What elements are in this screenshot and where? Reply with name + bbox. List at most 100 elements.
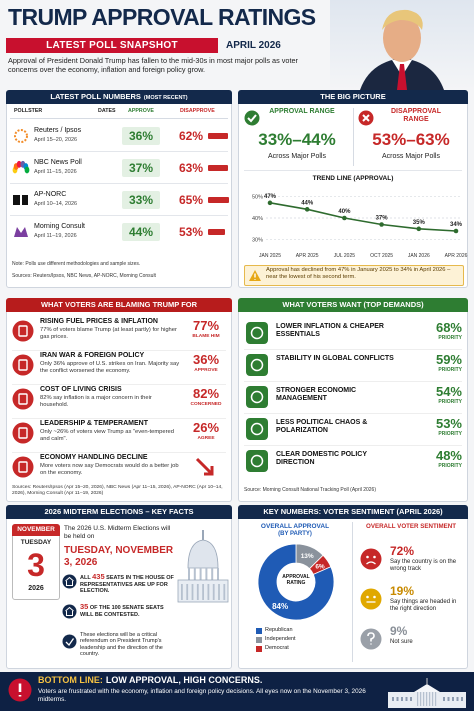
disapprove-value: 63% xyxy=(178,161,204,175)
bottom-icon xyxy=(8,678,32,702)
legend-label: Republican xyxy=(265,627,293,633)
disapprove-value: 65% xyxy=(178,193,204,207)
flag-pole xyxy=(426,678,428,685)
white-house-window xyxy=(396,697,399,701)
bottom-headline: BOTTOM LINE: LOW APPROVAL, HIGH CONCERNS. xyxy=(38,675,378,687)
calendar-year: 2026 xyxy=(28,585,44,592)
want-stat-label: PRIORITY xyxy=(438,335,462,341)
face-mouth xyxy=(366,561,376,565)
icon-glyph xyxy=(250,326,264,340)
sentiment-text: Say the country is on the wrong track xyxy=(390,559,457,573)
icon-glyph xyxy=(18,427,28,439)
icon-glyph xyxy=(18,461,28,473)
wants-source: Source: Morning Consult National Trackin… xyxy=(244,487,377,493)
legend-swatch xyxy=(256,646,262,652)
pollster-name: AP-NORC xyxy=(34,191,67,198)
row-rule xyxy=(10,215,228,216)
blame-icon xyxy=(12,388,34,410)
blame-text: 77% of voters blame Trump (at least part… xyxy=(40,327,177,340)
approve-value: 36% xyxy=(122,127,160,145)
trend-line xyxy=(269,202,457,232)
blame-title: ECONOMY HANDLING DECLINE xyxy=(40,454,148,461)
icon-glyph xyxy=(362,114,370,122)
blame-stat-label: AGREE xyxy=(197,436,215,441)
approval-sub: Across Major Polls xyxy=(268,153,326,160)
white-house-window xyxy=(405,697,408,701)
sentiment-divider xyxy=(352,522,353,662)
legend-label: Democrat xyxy=(265,645,289,651)
bottom-text: Voters are frustrated with the economy, … xyxy=(38,688,366,703)
referendum-fact: These elections will be a critical refer… xyxy=(80,632,163,658)
trend-value-label: 37% xyxy=(376,216,389,222)
fact-number: 35 xyxy=(80,602,89,611)
arrow xyxy=(195,457,214,476)
capitol-column xyxy=(217,568,219,580)
logo-feather xyxy=(24,166,30,174)
want-stat-label: PRIORITY xyxy=(438,463,462,469)
disapprove-value: 62% xyxy=(178,129,204,143)
sentiment-text: Say things are headed in the right direc… xyxy=(390,599,457,613)
panel-title: WHAT VOTERS ARE BLAMING TRUMP FOR xyxy=(40,300,198,309)
column-header: DISAPPROVE xyxy=(180,108,215,114)
capitol-column xyxy=(196,584,199,600)
pollster-name: Morning Consult xyxy=(34,223,85,230)
x-tick-label: JUL 2025 xyxy=(334,253,355,259)
white-house-window xyxy=(461,697,463,701)
fact-icon xyxy=(62,574,77,589)
capitol-column xyxy=(223,584,226,600)
x-tick-label: APR 2026 xyxy=(445,253,468,259)
logo-feather xyxy=(16,160,22,168)
capitol-column xyxy=(186,584,189,600)
icon-glyph xyxy=(65,576,74,586)
hair xyxy=(382,9,423,30)
sentiment-face xyxy=(360,548,382,570)
wants-panel xyxy=(238,298,468,502)
blame-stat-label: APPROVE xyxy=(194,368,218,373)
x-tick-label: OCT 2025 xyxy=(370,253,393,259)
overall-title: OVERALL VOTER SENTIMENT xyxy=(366,523,456,530)
column-rule xyxy=(10,118,228,119)
calendar xyxy=(12,524,60,600)
panel-title: LATEST POLL NUMBERS xyxy=(50,92,141,101)
donut-label: 13% xyxy=(301,553,314,560)
approve-value: 37% xyxy=(122,159,160,177)
fact-icon xyxy=(62,604,77,619)
y-tick-label: 50% xyxy=(252,194,263,200)
poll-dates: April 15–20, 2026 xyxy=(34,137,78,143)
disapprove-bar xyxy=(208,197,229,203)
capitol-column xyxy=(202,584,204,600)
blame-panel-header: WHAT VOTERS ARE BLAMING TRUMP FOR xyxy=(6,298,232,312)
face-glyph xyxy=(367,632,375,645)
face-circle xyxy=(360,548,382,570)
blame-title: LEADERSHIP & TEMPERAMENT xyxy=(40,420,148,427)
icon-circle xyxy=(12,320,34,342)
capitol-column xyxy=(191,584,194,600)
row-rule xyxy=(12,350,226,351)
trend-chart: 50% 40% 30% JAN 2025 APR 2025 JUL 2025 OCT 202… xyxy=(252,194,468,259)
blame-sources: Sources: Reuters/Ipsos (Apr 15–20, 2026)… xyxy=(12,485,223,496)
polls-panel xyxy=(6,90,232,288)
row-rule xyxy=(12,418,226,419)
icon-square xyxy=(246,418,268,440)
panel-title: 2026 MIDTERM ELECTIONS – KEY FACTS xyxy=(44,507,194,516)
want-icon xyxy=(246,418,268,440)
icon-square xyxy=(246,450,268,472)
poll-dates: April 10–14, 2026 xyxy=(34,201,78,207)
fact-text: OF THE 100 SENATE SEATS WILL BE CONTESTE… xyxy=(80,605,164,618)
disapprove-bar xyxy=(208,229,225,235)
logo-mark xyxy=(14,129,28,143)
capitol xyxy=(177,530,229,603)
legend-swatch xyxy=(256,628,262,634)
icon-square xyxy=(246,322,268,344)
capitol-column xyxy=(207,584,210,600)
column-header: DATES xyxy=(98,108,116,114)
midterm-date: TUESDAY, NOVEMBER 3, 2026 xyxy=(64,545,174,568)
logo-mark xyxy=(14,227,28,237)
row-rule xyxy=(10,151,228,152)
capitol-pole xyxy=(202,530,204,540)
calendar-weekday: TUESDAY xyxy=(20,539,52,546)
want-stat: 68% xyxy=(435,320,462,335)
y-tick-label: 40% xyxy=(252,216,263,222)
approval-icon xyxy=(244,110,260,126)
